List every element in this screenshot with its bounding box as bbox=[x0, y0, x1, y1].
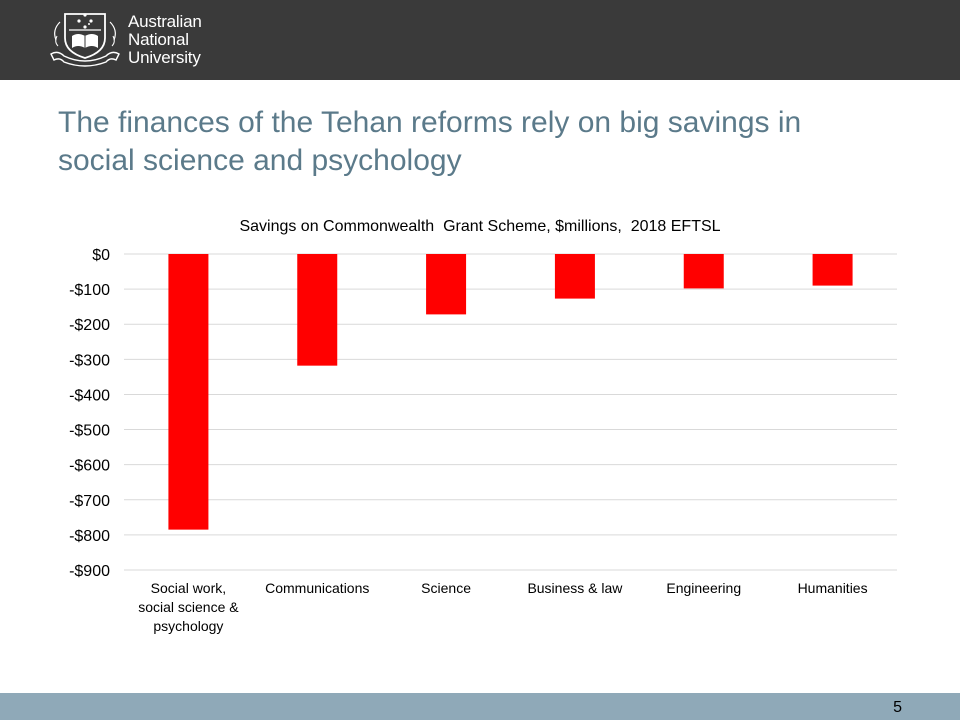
chart-bars bbox=[168, 254, 853, 530]
bar bbox=[168, 254, 209, 530]
header-bar: Australian National University bbox=[0, 0, 960, 80]
chart-x-axis: Social work, social science & psychology Co… bbox=[138, 580, 867, 634]
bar bbox=[812, 254, 853, 286]
y-tick-label: -$400 bbox=[69, 387, 110, 404]
x-tick-label: Humanities bbox=[798, 580, 868, 596]
slide-title-line-2: social science and psychology bbox=[58, 144, 462, 177]
slide-title: The finances of the Tehan reforms rely o… bbox=[58, 104, 918, 180]
x-tick-label: Business & law bbox=[527, 580, 623, 596]
x-tick-label: Engineering bbox=[666, 580, 741, 596]
bar bbox=[426, 254, 467, 315]
chart-gridlines bbox=[124, 253, 897, 571]
bar bbox=[554, 254, 595, 299]
y-tick-label: -$200 bbox=[69, 317, 110, 334]
y-tick-label: -$500 bbox=[69, 423, 110, 440]
y-tick-label: -$100 bbox=[69, 282, 110, 299]
bar bbox=[683, 254, 724, 289]
logo-line-3: University bbox=[128, 48, 201, 67]
chart-y-axis: $0 -$100 -$200 -$300 -$400 -$500 -$600 -$700 -$8… bbox=[69, 247, 110, 580]
footer-bar: 5 bbox=[0, 693, 960, 720]
y-tick-label: -$900 bbox=[69, 563, 110, 580]
savings-bar-chart: $0 -$100 -$200 -$300 -$400 -$500 -$600 -$700 -$8… bbox=[69, 218, 897, 634]
anu-logo[interactable]: Australian National University bbox=[48, 10, 228, 70]
bar bbox=[297, 254, 338, 366]
x-tick-label: Science bbox=[421, 580, 471, 596]
logo-wordmark: Australian National University bbox=[128, 13, 202, 67]
page-number: 5 bbox=[893, 699, 902, 716]
y-tick-label: $0 bbox=[92, 247, 110, 264]
x-tick-label: Communications bbox=[265, 580, 369, 596]
y-tick-label: -$800 bbox=[69, 528, 110, 545]
y-tick-label: -$700 bbox=[69, 493, 110, 510]
logo-line-2: National bbox=[128, 30, 189, 49]
slide-title-line-1: The finances of the Tehan reforms rely o… bbox=[58, 106, 802, 139]
y-tick-label: -$300 bbox=[69, 352, 110, 369]
chart-title: Savings on Commonwealth Grant Scheme, $m… bbox=[239, 218, 720, 235]
anu-crest-icon bbox=[50, 13, 120, 67]
x-tick-label: Social work, social science & psychology bbox=[138, 580, 239, 634]
y-tick-label: -$600 bbox=[69, 458, 110, 475]
logo-line-1: Australian bbox=[128, 12, 202, 31]
